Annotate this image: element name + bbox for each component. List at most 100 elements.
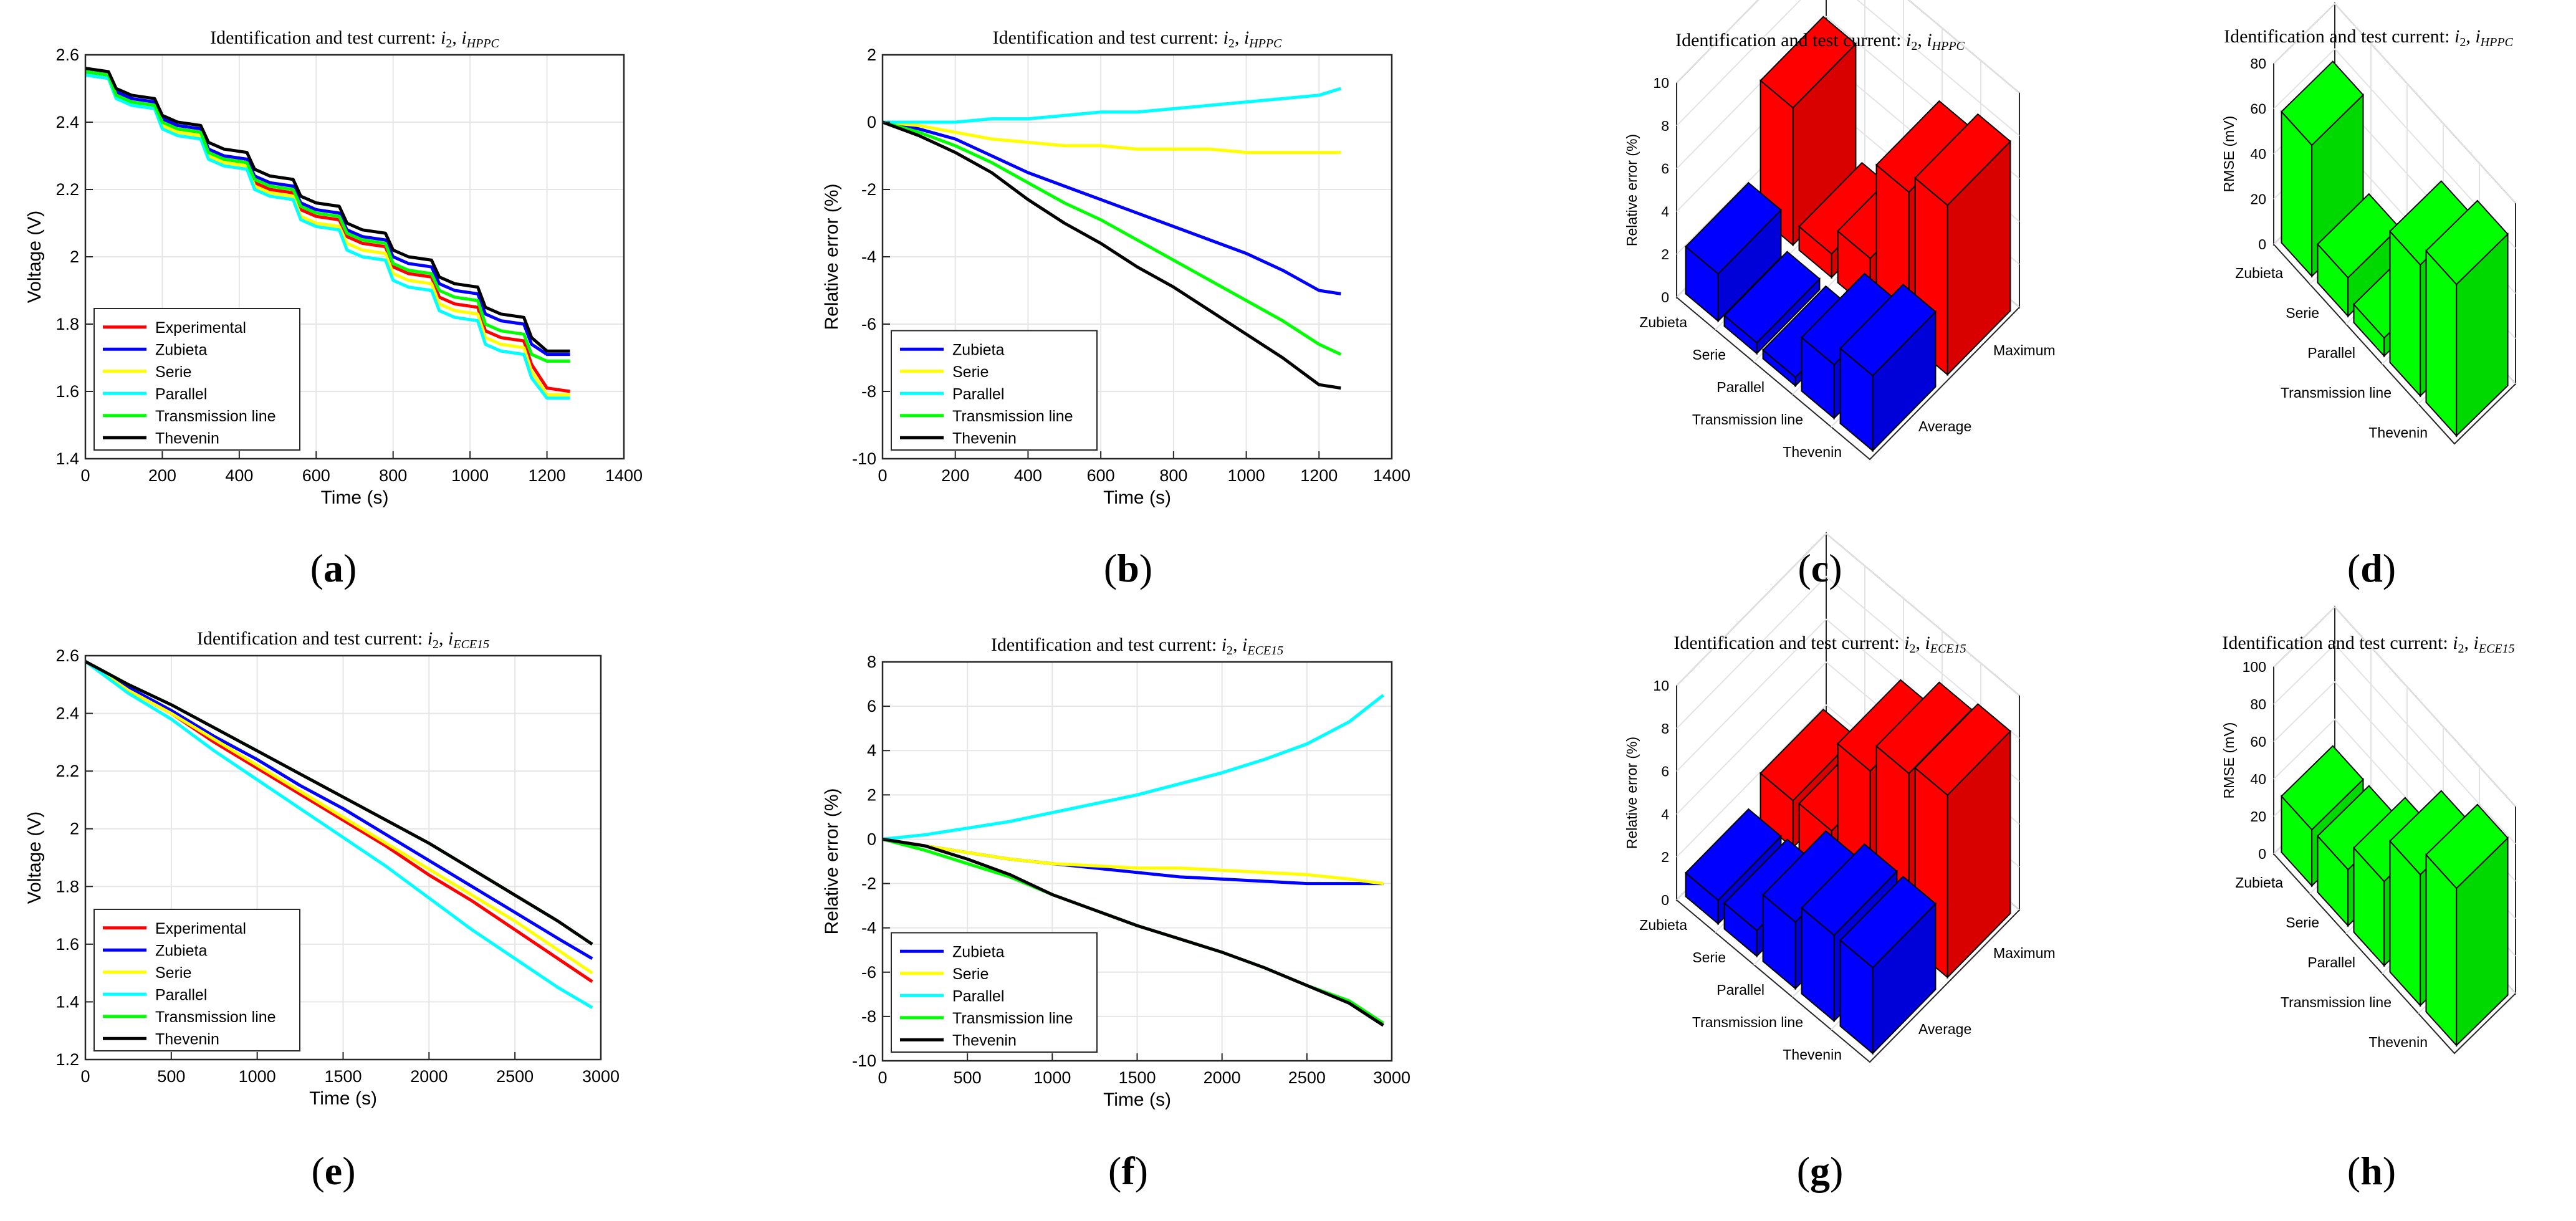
series-line-thevenin [882,120,1341,390]
y-tick-label: 2 [70,247,79,266]
x-tick-label: 2000 [410,1067,448,1086]
chart-title-part: i [1222,634,1227,655]
legend-label: Zubieta [155,341,207,358]
panel-label: (e) [311,1149,355,1193]
x-tick-label: 2500 [1288,1068,1326,1087]
z-tick-label: 8 [1661,118,1669,134]
chart-title-part: , [1916,633,1925,653]
series-line-parallel [882,694,1384,841]
depth-label: Maximum [1993,945,2056,961]
bar-top-face [1685,808,1782,901]
x-tick-label: 500 [157,1067,185,1086]
chart-title-part: ECE15 [1930,642,1966,656]
z-tick-label: 40 [2250,771,2266,787]
x-tick-label: 800 [379,466,407,485]
z-grid-line [1676,0,2020,136]
y-tick-label: 1.6 [55,935,79,954]
chart-d: 0 20 40 60 80 RMSE (mV) Zubieta Serie Parallel Tr… [2221,2,2517,445]
z-tick-label: 40 [2250,146,2266,162]
panel-label: (a) [310,546,357,590]
z-tick-label: 4 [1661,806,1669,822]
chart-title-part: i [2475,26,2480,47]
bar-top-face [2425,803,2509,889]
series-line-thevenin [882,837,1384,1027]
chart-title: Identification and test current: i2, iHP… [993,27,1282,50]
chart-title-part: Identification and test current: [2224,26,2454,47]
chart-title: Identification and test current: i2, iHP… [210,27,499,50]
chart-title: Identification and test current: i2, iHP… [2224,26,2513,49]
chart-title-part: Identification and test current: [210,27,441,48]
chart-title-part: i [448,628,453,649]
z-grid-line [2273,643,2516,845]
chart-title-part: i [1927,30,1932,50]
x-tick-label: 1400 [1373,466,1410,485]
series-line-serie [85,73,570,396]
panel-paren: ( [311,1149,324,1193]
panel-paren: ( [1797,1149,1810,1193]
chart-title-part: 2 [446,37,452,50]
bar-h-0-4 [2425,803,2509,1047]
bar-top-face [2425,199,2509,285]
z-tick-label: 6 [1661,161,1669,177]
series-line-parallel [883,87,1342,124]
x-axis-label: Time (s) [321,487,389,508]
z-tick-label: 2 [1661,849,1669,865]
category-label: Thevenin [2368,424,2428,441]
panel-letter: h [2360,1149,2383,1193]
category-label: Transmission line [2281,385,2392,401]
bar-c-1-4 [1839,284,1937,452]
x-tick-label: 500 [954,1068,982,1087]
x-tick-label: 2500 [496,1067,534,1086]
chart-title-part: ECE15 [1247,644,1283,658]
x-tick-label: 1000 [1033,1068,1071,1087]
y-tick-label: 1.4 [55,992,79,1011]
y-tick-label: -8 [861,382,876,401]
x-tick-label: 800 [1159,466,1187,485]
x-tick-label: 1400 [605,466,643,485]
y-tick-label: 8 [867,653,876,671]
chart-title-part: 2 [2458,642,2464,656]
x-tick-label: 600 [1087,466,1115,485]
depth-label: Average [1918,418,1971,434]
legend-label: Experimental [155,319,246,337]
x-tick-label: 2000 [1204,1068,1241,1087]
y-tick-label: 2.6 [55,646,79,665]
y-tick-label: -6 [861,315,876,333]
category-label: Zubieta [2235,265,2283,281]
panel-paren: ( [2347,546,2360,590]
z-tick-label: 0 [1661,289,1669,305]
z-axis-label: Relative error (%) [1624,134,1640,246]
chart-title-part: , [2464,633,2474,653]
z-tick-label: 20 [2250,191,2266,208]
series-line-transmission-line [85,70,570,363]
chart-title-part: Identification and test current: [993,27,1223,48]
panel-label: (f) [1108,1149,1148,1193]
bar-top-face [1760,16,1857,109]
x-tick-label: 1000 [239,1067,276,1086]
legend-label: Thevenin [155,1030,219,1048]
z-tick-label: 60 [2250,734,2266,750]
bar-g-1-4 [1839,875,1937,1055]
z-tick-label: 10 [1653,75,1669,91]
chart-title-part: Identification and test current: [1675,30,1906,50]
z-tick-label: 0 [2258,846,2266,862]
z-axis-label: RMSE (mV) [2221,722,2237,799]
z-tick-label: 10 [1653,678,1669,694]
chart-title-part: i [461,27,466,48]
bar-top-face [1839,284,1937,377]
category-label: Thevenin [1783,1046,1842,1063]
panel-letter: a [323,546,343,590]
category-label: Parallel [2307,345,2355,361]
chart-title-part: ECE15 [2478,642,2515,656]
chart-title: Identification and test current: i2, iEC… [197,628,489,651]
bar-top-face [1914,703,2011,797]
y-tick-label: -4 [861,247,876,266]
category-label: Serie [1692,347,1726,363]
chart-title-part: i [441,27,446,48]
legend-label: Transmission line [952,1010,1073,1027]
legend-box [93,308,300,451]
chart-title: Identification and test current: i2, iEC… [1673,633,1966,656]
chart-title-part: 2 [1228,37,1235,50]
chart-title-part: 2 [433,638,439,651]
